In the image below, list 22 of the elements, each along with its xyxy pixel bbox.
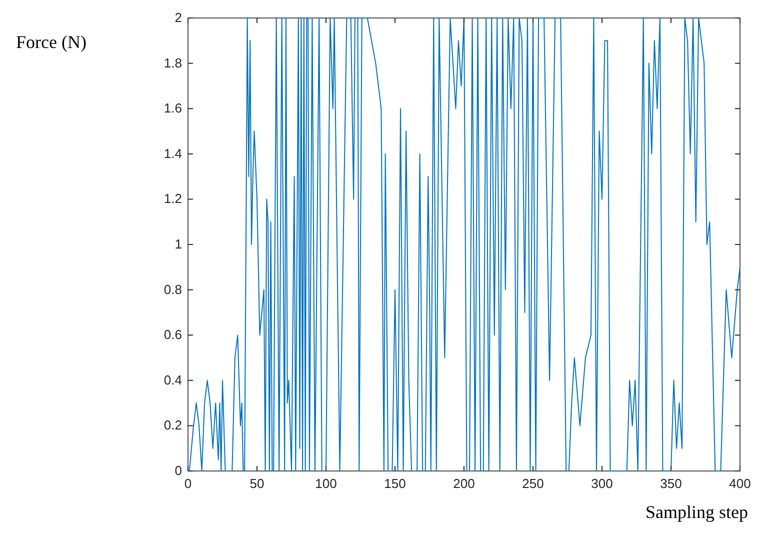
y-tick-label: 0.8 [164, 282, 182, 297]
y-tick-label: 1.6 [164, 100, 182, 116]
x-tick-label: 150 [384, 476, 406, 491]
y-tick-label: 1.4 [164, 146, 182, 161]
x-tick-label: 400 [729, 476, 751, 491]
x-axis-title: Sampling step [646, 502, 748, 522]
y-tick-label: 0.2 [164, 418, 182, 433]
x-tick-label: 0 [184, 476, 192, 491]
x-tick-label: 250 [522, 476, 544, 491]
y-tick-label: 1.2 [164, 191, 182, 206]
x-tick-label: 50 [250, 476, 264, 491]
y-tick-label: 0 [174, 463, 182, 478]
y-tick-label: 1 [174, 236, 182, 252]
x-tick-label: 300 [591, 476, 613, 491]
y-tick-label: 0.4 [164, 372, 182, 388]
y-axis-title: Force (N) [16, 32, 86, 52]
y-tick-label: 0.6 [164, 327, 182, 342]
x-tick-label: 100 [315, 476, 337, 491]
y-tick-label: 1.8 [164, 55, 182, 70]
x-tick-label: 350 [660, 476, 682, 491]
x-tick-label: 200 [453, 476, 475, 491]
y-tick-label: 2 [174, 10, 182, 25]
